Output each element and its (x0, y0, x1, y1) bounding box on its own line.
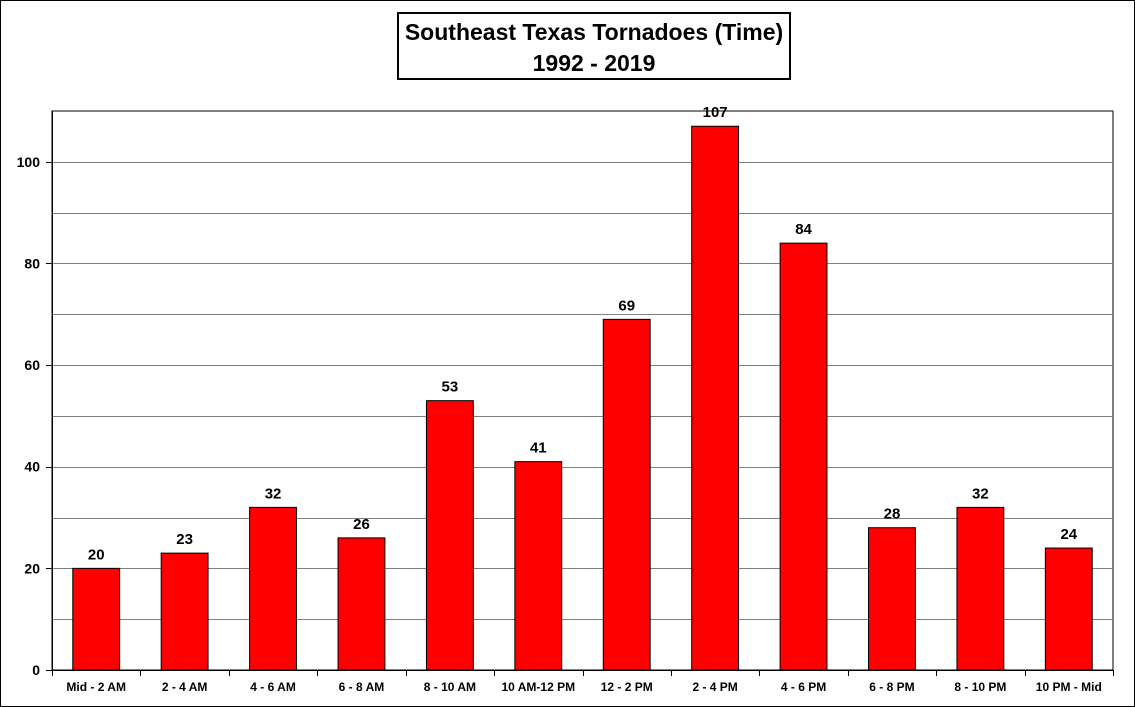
chart-title: Southeast Texas Tornadoes (Time) (404, 19, 784, 45)
data-label: 23 (176, 531, 193, 548)
data-label: 84 (795, 221, 812, 238)
data-label: 107 (703, 104, 728, 121)
y-tick-label: 60 (24, 357, 40, 373)
x-tick-label: Mid - 2 AM (66, 680, 126, 694)
y-tick-label: 40 (24, 459, 40, 475)
x-tick-label: 6 - 8 PM (869, 680, 914, 694)
x-tick-label: 6 - 8 AM (339, 680, 385, 694)
data-label: 69 (618, 297, 635, 314)
bar (337, 537, 386, 671)
bar (956, 506, 1005, 671)
x-tick-label: 2 - 4 PM (692, 680, 737, 694)
x-tick-label: 8 - 10 AM (424, 680, 476, 694)
chart-subtitle: 1992 - 2019 (532, 50, 656, 76)
chart-title-box: Southeast Texas Tornadoes (Time) 1992 - … (397, 12, 791, 80)
bar (602, 318, 651, 671)
y-tick-label: 100 (17, 154, 41, 170)
data-label: 24 (1060, 526, 1077, 543)
x-tick-label: 4 - 6 AM (250, 680, 296, 694)
y-tick-label: 20 (24, 560, 40, 576)
data-label: 26 (353, 516, 370, 533)
plot-area (51, 110, 1114, 671)
y-tick-label: 0 (32, 662, 40, 678)
y-tick-label: 80 (24, 255, 40, 271)
bar (868, 527, 916, 671)
x-tick-label: 10 AM-12 PM (502, 680, 576, 694)
bar (514, 461, 563, 671)
bar (72, 567, 121, 671)
bar (779, 242, 828, 671)
data-label: 53 (442, 379, 459, 396)
bar (249, 506, 297, 671)
bar (425, 400, 474, 671)
bar (160, 552, 209, 671)
data-label: 28 (884, 506, 901, 523)
x-tick-label: 4 - 6 PM (781, 680, 826, 694)
bar (691, 125, 740, 671)
data-label: 41 (530, 440, 547, 457)
x-tick-label: 10 PM - Mid (1036, 680, 1102, 694)
x-tick-label: 12 - 2 PM (601, 680, 653, 694)
bar (1044, 547, 1093, 671)
data-label: 32 (972, 485, 989, 502)
x-tick-label: 8 - 10 PM (954, 680, 1006, 694)
data-label: 32 (265, 485, 282, 502)
x-tick-label: 2 - 4 AM (162, 680, 208, 694)
data-label: 20 (88, 546, 105, 563)
